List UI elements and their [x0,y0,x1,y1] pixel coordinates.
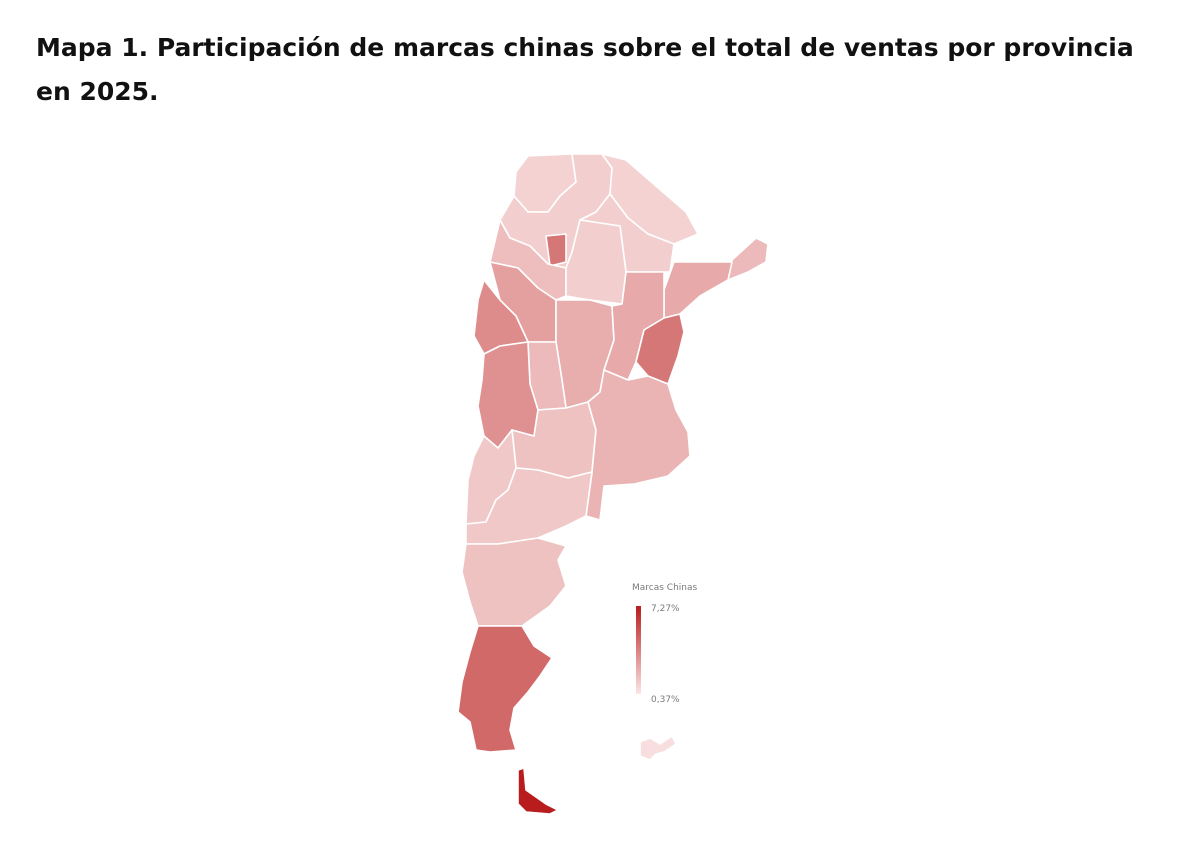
legend-title: Marcas Chinas [632,583,698,593]
province-corrientes[interactable] [663,261,733,319]
province-tierra-del-fuego[interactable] [517,767,559,815]
province-chubut[interactable] [461,537,567,627]
province-buenos-aires[interactable] [585,369,691,521]
province-misiones[interactable] [727,237,769,281]
province-malvinas[interactable] [639,735,677,761]
province-santa-fe[interactable] [603,271,665,381]
provinces-group [457,153,769,815]
legend-max-label: 7,27% [651,604,680,614]
province-tucuman[interactable] [545,233,567,267]
legend-gradient-bar [636,606,641,694]
color-legend: Marcas Chinas 7,27% 0,37% [632,583,698,705]
province-santa-cruz[interactable] [457,625,553,753]
map-title: Mapa 1. Participación de marcas chinas s… [36,33,1134,106]
legend-min-label: 0,37% [651,695,680,705]
province-mendoza[interactable] [477,341,539,449]
